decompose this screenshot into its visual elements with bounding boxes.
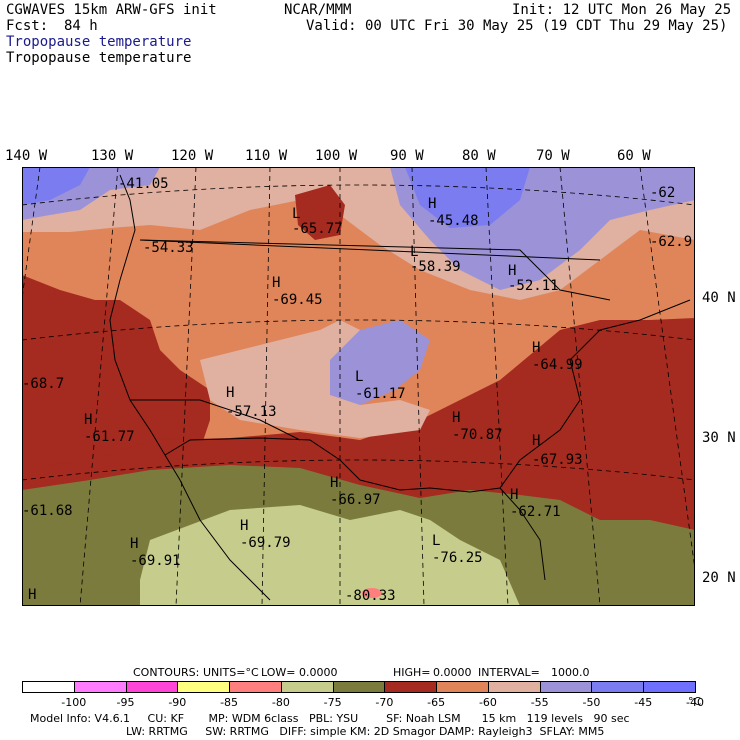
colorbar-tick-label: -80 <box>271 696 290 709</box>
field-title-2: Tropopause temperature <box>6 50 192 66</box>
map-label: H -70.87 <box>452 410 503 443</box>
colorbar-swatch <box>436 681 489 693</box>
high-label: HIGH= <box>393 666 431 679</box>
colorbar-swatch <box>332 681 386 693</box>
field-fill-central-cool <box>200 320 430 438</box>
map-label: H -69.79 <box>240 518 291 551</box>
lon-label-80w: 80 W <box>462 148 496 164</box>
lon-label-140w: 140 W <box>5 148 48 164</box>
low-label: LOW= <box>261 666 296 679</box>
contours-label: CONTOURS: <box>133 666 200 679</box>
colorbar-tick-label: -40 <box>686 696 704 709</box>
colorbar-swatch <box>539 681 593 693</box>
colorbar-swatch <box>384 681 438 693</box>
map-label: -62 <box>650 185 676 201</box>
colorbar-swatch <box>280 681 334 693</box>
map-label: L -58.39 <box>410 244 461 275</box>
colorbar-tick-label: -95 <box>116 696 135 709</box>
map-label: L -65.77 <box>292 206 343 237</box>
field-fill-central-blue <box>330 320 430 405</box>
colorbar-swatch <box>643 681 696 693</box>
field-title-1: Tropopause temperature <box>6 34 192 50</box>
field-fill-montana-warm <box>295 185 345 240</box>
fcst-value: 84 h <box>64 18 98 34</box>
lon-label-130w: 130 W <box>91 148 134 164</box>
interval-label: INTERVAL= <box>478 666 540 679</box>
colorbar-tick-label: -100 <box>61 696 87 709</box>
colorbar-swatch <box>487 681 541 693</box>
colorbar-tick-label: -45 <box>634 696 653 709</box>
coastlines <box>109 174 691 601</box>
map-label: -54.33 <box>143 240 194 256</box>
lon-label-100w: 100 W <box>315 148 358 164</box>
map-label: H -64.99 <box>532 340 583 373</box>
colorbar-swatch <box>229 681 282 693</box>
field-fill-cold-spot <box>362 588 382 598</box>
map-label: H -62.71 <box>510 487 561 520</box>
high-value: 0.0000 <box>433 666 472 679</box>
lat-label-30n: 30 N <box>702 430 736 446</box>
map-label: H <box>28 587 37 603</box>
map-label: H -67.93 <box>532 433 583 468</box>
lon-label-60w: 60 W <box>617 148 651 164</box>
map-label: L -61.17 <box>355 369 406 402</box>
lon-label-70w: 70 W <box>536 148 570 164</box>
map-label: H -69.45 <box>272 275 323 308</box>
colorbar-tick-label: -55 <box>530 696 549 709</box>
map-label: H -69.91 <box>130 536 181 569</box>
colorbar-swatch <box>177 681 231 693</box>
map-label: L -76.25 <box>432 533 483 566</box>
map-label: H -57.13 <box>226 385 277 420</box>
lon-label-120w: 120 W <box>171 148 214 164</box>
map-label: -61.68 <box>22 503 73 519</box>
lon-label-90w: 90 W <box>390 148 424 164</box>
footer-model-info: Model Info: V4.6.1 CU: KF MP: WDM 6class… <box>30 712 630 725</box>
lat-label-40n: 40 N <box>702 290 736 306</box>
interval-value: 1000.0 <box>551 666 590 679</box>
valid-time: Valid: 00 UTC Fri 30 May 25 (19 CDT Thu … <box>306 18 728 34</box>
map-label: H -66.97 <box>330 475 381 508</box>
field-fill-ne-blue-deep <box>405 167 530 228</box>
model-title: CGWAVES 15km ARW-GFS init <box>6 2 217 18</box>
map-label: H -45.48 <box>428 196 479 229</box>
map-label: -80.33 <box>345 588 396 604</box>
colorbar-swatch <box>73 681 127 693</box>
map-frame <box>22 167 695 606</box>
lon-label-110w: 110 W <box>245 148 288 164</box>
map-label: -68.7 <box>22 376 65 392</box>
colorbar-tick-label: -50 <box>582 696 601 709</box>
colorbar-swatch <box>591 681 645 693</box>
map-label: H -52.11 <box>508 263 559 294</box>
fcst-label: Fcst: <box>6 18 49 34</box>
map-label: H -61.77 <box>84 412 135 445</box>
init-time: Init: 12 UTC Mon 26 May 25 <box>512 2 732 18</box>
colorbar-tick-label: -90 <box>168 696 187 709</box>
colorbar-unit: °C <box>688 695 702 708</box>
colorbar-tick-label: -60 <box>478 696 497 709</box>
colorbar-tick-label: -65 <box>427 696 446 709</box>
colorbar-swatch <box>125 681 179 693</box>
map-label: -62.9 <box>650 234 693 250</box>
org-label: NCAR/MMM <box>284 2 352 18</box>
field-fill-west-warm <box>22 275 210 470</box>
units-label: UNITS=°C <box>203 666 259 679</box>
colorbar-swatch <box>22 681 75 693</box>
map-label: -41.05 <box>118 176 169 192</box>
field-fill-pale-olive <box>140 505 520 606</box>
colorbar-tick-label: -70 <box>375 696 394 709</box>
lat-label-20n: 20 N <box>702 570 736 586</box>
colorbar-tick-label: -85 <box>220 696 239 709</box>
footer-physics-info: LW: RRTMG SW: RRTMG DIFF: simple KM: 2D … <box>126 725 605 738</box>
colorbar-tick-label: -75 <box>323 696 342 709</box>
low-value: 0.0000 <box>299 666 338 679</box>
